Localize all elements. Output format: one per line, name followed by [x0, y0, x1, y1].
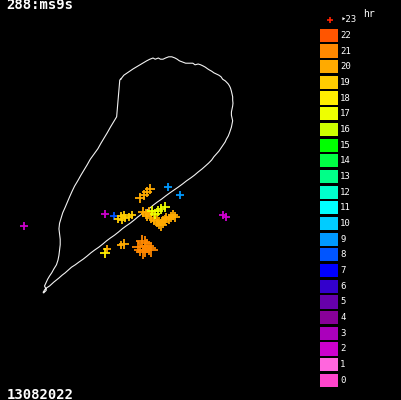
- Text: 21: 21: [340, 46, 350, 56]
- Text: 3: 3: [340, 329, 345, 338]
- Text: 15: 15: [340, 141, 350, 150]
- Text: 19: 19: [340, 78, 350, 87]
- Text: 13: 13: [340, 172, 350, 181]
- Bar: [319, 358, 337, 371]
- Text: ‣23: ‣23: [340, 15, 356, 24]
- Bar: [319, 92, 337, 105]
- Text: 14: 14: [340, 156, 350, 165]
- Bar: [319, 311, 337, 324]
- Text: 12: 12: [340, 188, 350, 197]
- Text: 8: 8: [340, 250, 345, 259]
- Bar: [319, 107, 337, 120]
- Text: 1: 1: [340, 360, 345, 369]
- Text: 5: 5: [340, 298, 345, 306]
- Bar: [319, 264, 337, 277]
- Text: 4: 4: [340, 313, 345, 322]
- Text: 288:ms9s: 288:ms9s: [6, 0, 73, 12]
- Bar: [319, 154, 337, 167]
- Text: 22: 22: [340, 31, 350, 40]
- Text: 9: 9: [340, 235, 345, 244]
- Text: 17: 17: [340, 109, 350, 118]
- Text: 2: 2: [340, 344, 345, 354]
- Bar: [319, 76, 337, 89]
- Bar: [319, 374, 337, 387]
- Bar: [319, 327, 337, 340]
- Text: 18: 18: [340, 94, 350, 102]
- Text: 0: 0: [340, 376, 345, 385]
- Bar: [319, 295, 337, 308]
- Bar: [319, 29, 337, 42]
- Text: 11: 11: [340, 203, 350, 212]
- Bar: [319, 60, 337, 73]
- Bar: [319, 248, 337, 262]
- Text: 10: 10: [340, 219, 350, 228]
- Bar: [319, 233, 337, 246]
- Bar: [319, 44, 337, 58]
- Bar: [319, 342, 337, 356]
- Bar: [319, 138, 337, 152]
- Text: 6: 6: [340, 282, 345, 291]
- Bar: [319, 217, 337, 230]
- Bar: [319, 186, 337, 199]
- Bar: [319, 280, 337, 293]
- Text: 20: 20: [340, 62, 350, 71]
- Bar: [319, 170, 337, 183]
- Bar: [319, 201, 337, 214]
- Text: 13082022: 13082022: [6, 388, 73, 400]
- Text: hr: hr: [362, 9, 374, 19]
- Text: 7: 7: [340, 266, 345, 275]
- Bar: [319, 123, 337, 136]
- Text: 16: 16: [340, 125, 350, 134]
